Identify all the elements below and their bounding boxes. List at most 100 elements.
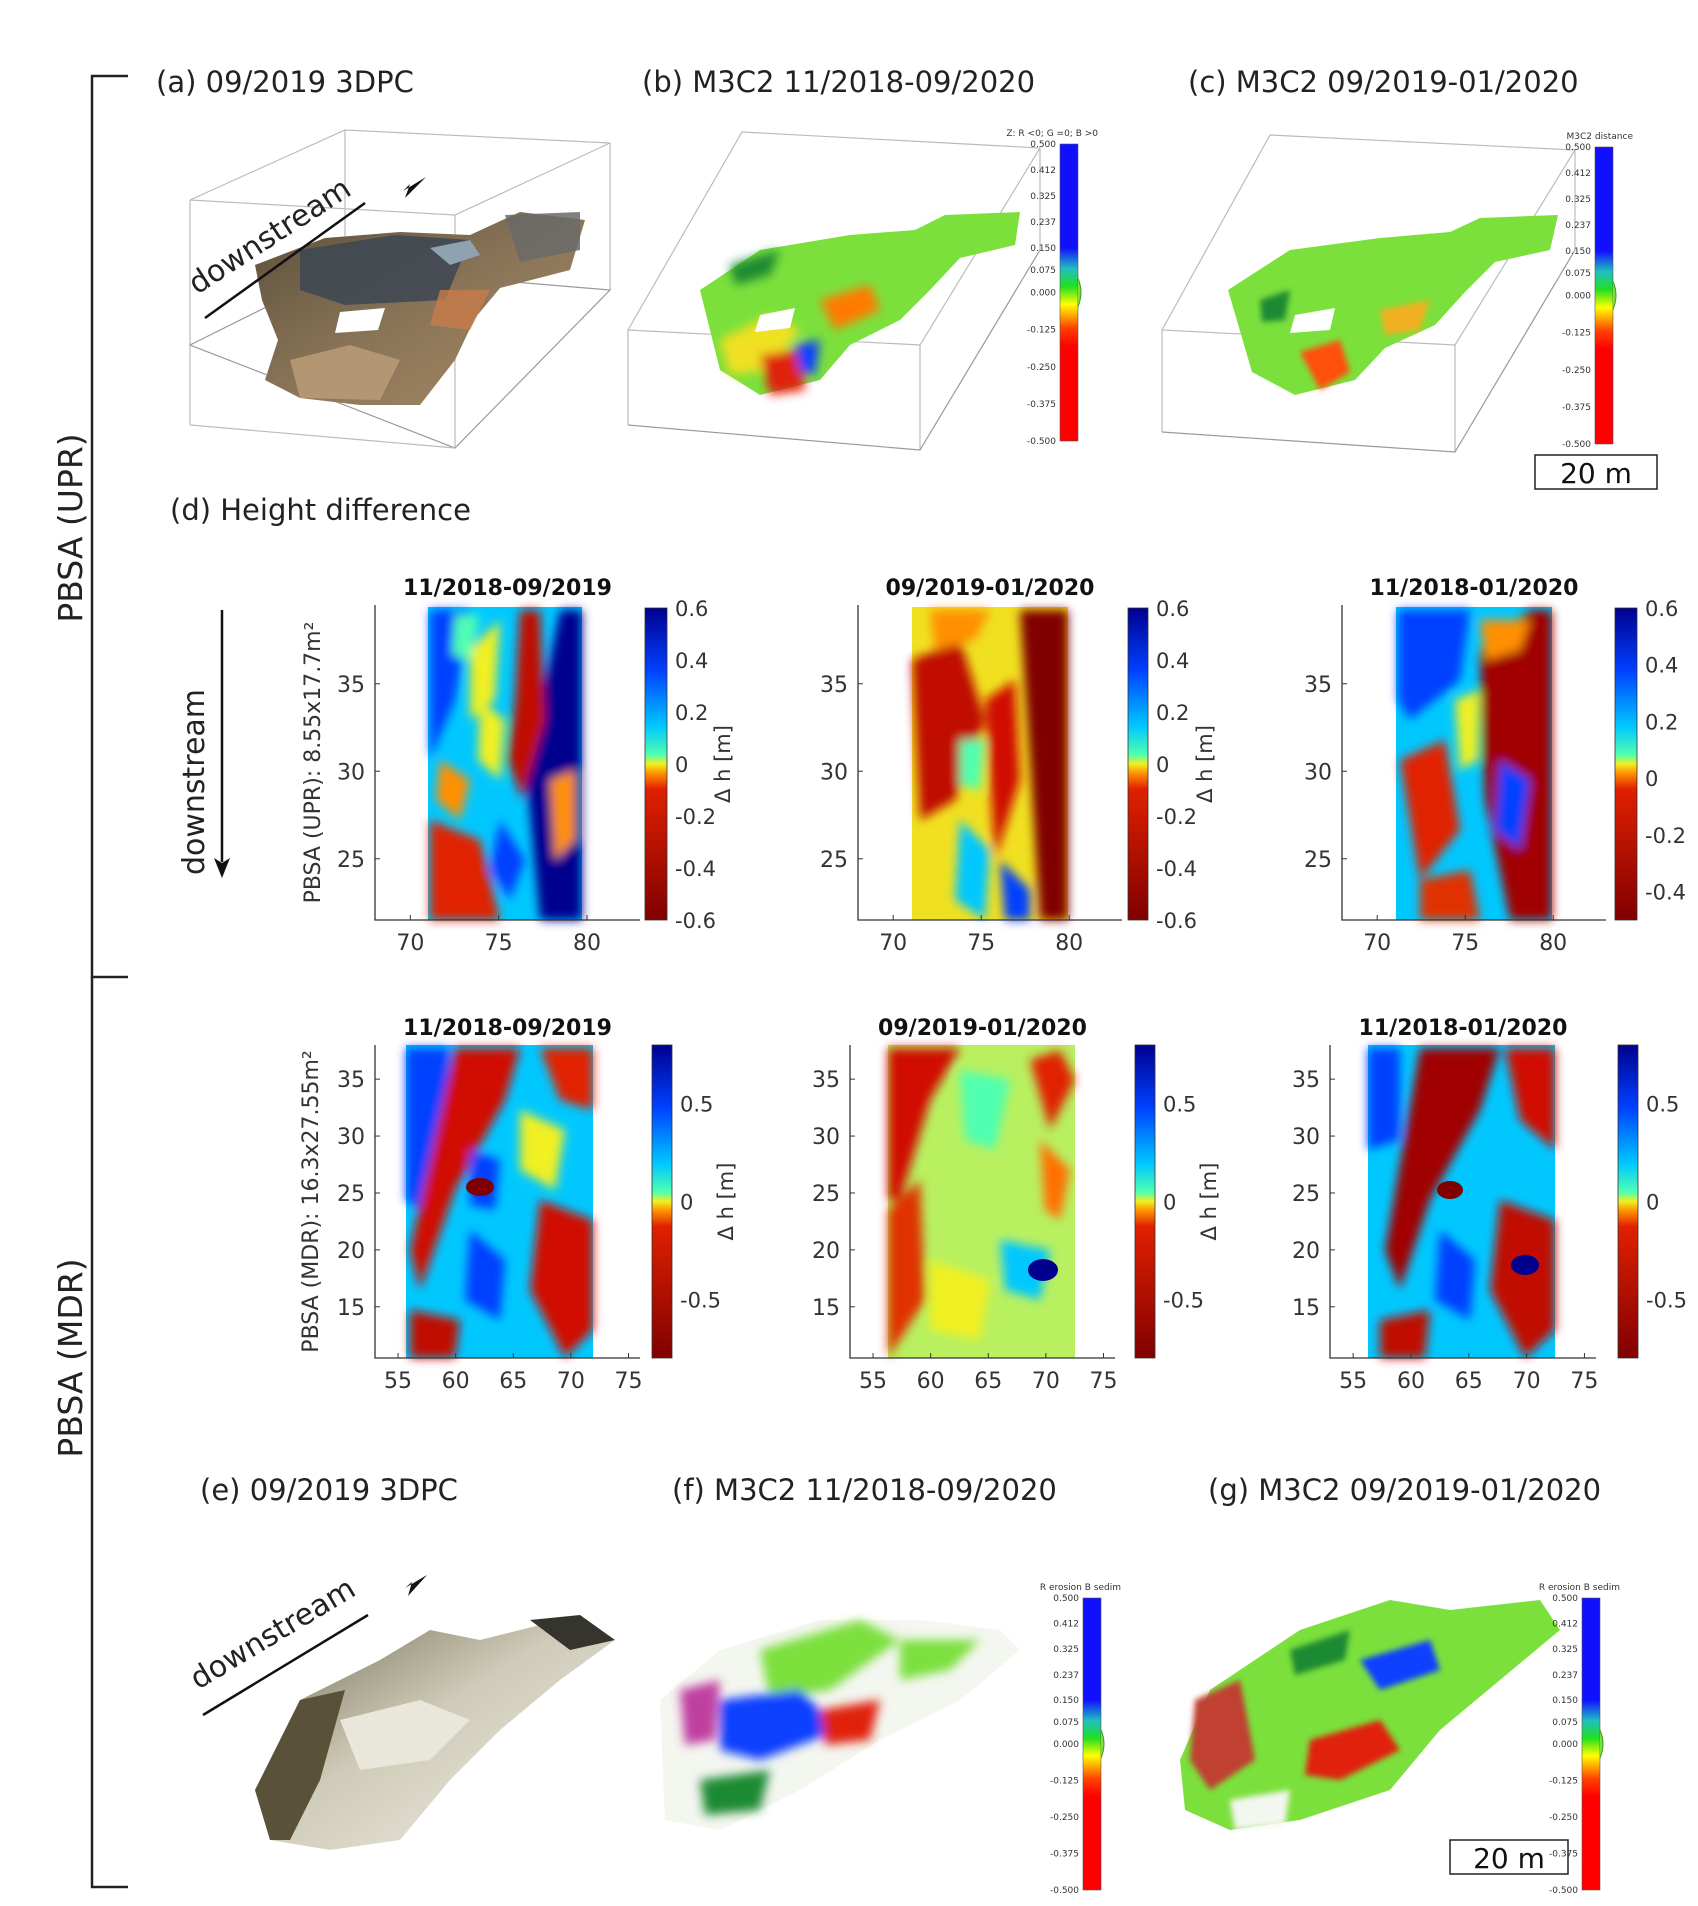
panel-b: (b) M3C2 11/2018-09/2020 (626, 65, 1042, 451)
upr-2-colorbar-tick: 0.6 (1156, 597, 1189, 621)
heatmap-mdr-3: 11/2018-01/2020 55 60 65 70 75 15 20 25 30 35 0.5 0 -… (1292, 1016, 1687, 1394)
point-cloud-e (255, 1615, 615, 1850)
mdr-1-ytick-label: 15 (337, 1296, 365, 1321)
m3c2-colorbar-f-bar (1082, 1597, 1102, 1891)
mdr-3-colorbar-tick: 0.5 (1646, 1093, 1679, 1117)
mdr-2-xtick-label: 65 (974, 1369, 1002, 1394)
upr-2-xtick-label: 80 (1055, 931, 1083, 956)
upr-1-ytick-label: 25 (337, 848, 365, 873)
upr-2-xtick-label: 75 (967, 931, 995, 956)
mdr-2-colorbar-tick: -0.5 (1163, 1288, 1204, 1312)
m3c2-colorbar-b: Z: R <0; G =0; B >00.500 0.412 0.325 0.237 0… (1006, 129, 1098, 447)
mdr-3-colorbar (1617, 1044, 1639, 1359)
mdr-1-ytick-label: 30 (337, 1125, 365, 1150)
m3c2-colorbar-c-histogram (1612, 281, 1617, 310)
panel-d-label: (d) Height difference (170, 493, 471, 527)
upr-1-colorbar-tick: 0.2 (675, 701, 708, 725)
mdr-1-colorbar (651, 1044, 673, 1359)
mdr-3-ytick-label: 20 (1292, 1239, 1320, 1264)
panel-c-label: (c) M3C2 09/2019-01/2020 (1188, 65, 1579, 99)
upr-2-ytick-label: 30 (820, 760, 848, 785)
m3c2-colorbar-b-histogram (1077, 278, 1082, 307)
m3c2-colorbar-g-tick: 0.150 (1552, 1696, 1578, 1706)
m3c2-colorbar-g-tick: 0.325 (1552, 1645, 1578, 1655)
m3c2-colorbar-f-tick: -0.375 (1050, 1850, 1079, 1860)
upr-3-colorbar-tick: 0.4 (1645, 654, 1678, 678)
mdr-2-colorbar-tick: 0.5 (1163, 1093, 1196, 1117)
m3c2-colorbar-f-tick: 0.500 (1053, 1594, 1079, 1604)
mdr-3-ytick-label: 30 (1292, 1125, 1320, 1150)
m3c2-colorbar-b-tick: 0.150 (1030, 244, 1056, 254)
mdr-2-xtick-label: 60 (917, 1369, 945, 1394)
m3c2-colorbar-c-tick: 0.000 (1565, 292, 1591, 302)
m3c2-colorbar-c-tick: -0.500 (1562, 440, 1591, 450)
upr-3-colorbar-tick: 0.6 (1645, 597, 1678, 621)
upr-1-xtick-label: 75 (485, 931, 513, 956)
m3c2-colorbar-f-tick: 0.000 (1053, 1740, 1079, 1750)
mdr-3-colorbar-tick: -0.5 (1646, 1288, 1687, 1312)
mdr-2-colorbar (1134, 1044, 1156, 1359)
north-arrow-icon-e (405, 1575, 427, 1596)
upr-3-colorbar-tick: -0.2 (1645, 824, 1686, 848)
m3c2-cloud-c (1228, 215, 1558, 395)
mdr-2-colorbar-label: Δ h [m] (1197, 1163, 1221, 1241)
m3c2-colorbar-f-title: R erosion B sedim (1040, 1583, 1121, 1593)
mdr-3-xtick-label: 60 (1397, 1369, 1425, 1394)
downstream-arrow-line-e (202, 1613, 369, 1717)
mdr-1-ytick-label: 20 (337, 1239, 365, 1264)
m3c2-colorbar-f-tick: -0.500 (1050, 1886, 1079, 1896)
m3c2-colorbar-b-title: Z: R <0; G =0; B >0 (1006, 129, 1098, 139)
mdr-1-title: 11/2018-09/2019 (403, 1016, 612, 1041)
upr-1-colorbar-label: Δ h [m] (711, 725, 735, 803)
upr-1-colorbar-tick: 0.6 (675, 597, 708, 621)
m3c2-colorbar-g-tick: 0.237 (1552, 1671, 1578, 1681)
upr-2-colorbar-tick: 0.4 (1156, 649, 1189, 673)
mdr-2-xtick-label: 70 (1032, 1369, 1060, 1394)
mdr-1-xtick-label: 60 (442, 1369, 470, 1394)
panel-g: (g) M3C2 09/2019-01/2020 20 m (1180, 1473, 1601, 1875)
upr-2-colorbar-label: Δ h [m] (1193, 725, 1217, 803)
upr-2-colorbar (1127, 607, 1149, 921)
m3c2-colorbar-c-tick: 0.237 (1565, 221, 1591, 231)
upr-3-title: 11/2018-01/2020 (1370, 576, 1579, 601)
mdr-3-xtick-label: 55 (1339, 1369, 1367, 1394)
m3c2-colorbar-f-tick: 0.237 (1053, 1671, 1079, 1681)
north-arrow-icon-a (403, 177, 426, 198)
m3c2-cloud-g (1180, 1600, 1560, 1830)
panel-e: (e) 09/2019 3DPC downstream (184, 1473, 615, 1850)
heatmap-upr-3: 11/2018-01/2020 70 75 80 25 30 35 0.6 0.4 0.2 0 -0.… (1304, 576, 1686, 956)
panel-f-label: (f) M3C2 11/2018-09/2020 (672, 1473, 1057, 1507)
mdr-1-xtick-label: 65 (499, 1369, 527, 1394)
m3c2-colorbar-b-tick: 0.237 (1030, 218, 1056, 228)
upr-2-title: 09/2019-01/2020 (886, 576, 1095, 601)
upr-3-xtick-label: 80 (1539, 931, 1567, 956)
scale-bar-bottom (1449, 1839, 1569, 1875)
m3c2-colorbar-b-tick: -0.500 (1027, 437, 1056, 447)
panel-g-label: (g) M3C2 09/2019-01/2020 (1208, 1473, 1601, 1507)
m3c2-colorbar-g-tick: -0.250 (1549, 1813, 1578, 1823)
m3c2-colorbar-f-tick: 0.075 (1053, 1718, 1079, 1728)
mdr-3-xtick-label: 70 (1513, 1369, 1541, 1394)
m3c2-colorbar-c-tick: -0.125 (1562, 329, 1591, 339)
m3c2-colorbar-c-tick: 0.075 (1565, 269, 1591, 279)
upr-3-colorbar-tick: 0 (1645, 767, 1658, 791)
mdr-2-ytick-label: 25 (812, 1182, 840, 1207)
mdr-2-xtick-label: 75 (1089, 1369, 1117, 1394)
m3c2-colorbar-g-tick: -0.125 (1549, 1777, 1578, 1787)
upr-bracket (90, 74, 128, 979)
mdr-2-axes (849, 1045, 1115, 1359)
bounding-box-c (1161, 134, 1577, 453)
upr-1-colorbar-tick: 0.4 (675, 649, 708, 673)
upr-3-colorbar-tick: 0.2 (1645, 710, 1678, 734)
m3c2-colorbar-f-tick: -0.125 (1050, 1777, 1079, 1787)
upr-3-xtick-label: 70 (1363, 931, 1391, 956)
upr-3-ytick-label: 25 (1304, 848, 1332, 873)
m3c2-colorbar-c-tick: 0.150 (1565, 247, 1591, 257)
upr-2-ytick-label: 25 (820, 848, 848, 873)
m3c2-colorbar-c-tick: 0.500 (1565, 143, 1591, 153)
scale-bar-top-label: 20 m (1560, 457, 1632, 490)
upr-3-xtick-label: 75 (1451, 931, 1479, 956)
upr-2-colorbar-tick: 0 (1156, 753, 1169, 777)
m3c2-colorbar-g-bar (1581, 1597, 1601, 1891)
